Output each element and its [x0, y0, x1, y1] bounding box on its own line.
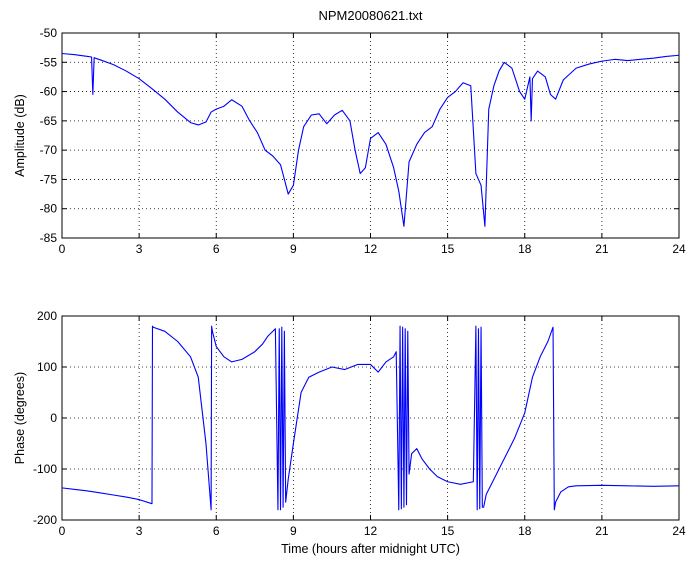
phase-x-tick-label: 0: [59, 524, 66, 538]
amplitude-x-tick-label: 9: [290, 242, 297, 256]
amplitude-y-tick-label: -80: [40, 202, 58, 216]
phase-y-tick-label: 0: [50, 411, 57, 425]
amplitude-y-tick-label: -50: [40, 26, 58, 40]
phase-y-axis-label: Phase (degrees): [13, 372, 27, 464]
phase-y-tick-label: 100: [37, 360, 57, 374]
phase-x-tick-label: 12: [364, 524, 378, 538]
amplitude-y-tick-label: -60: [40, 85, 58, 99]
phase-y-tick-label: -200: [33, 513, 57, 527]
amplitude-x-tick-label: 12: [364, 242, 378, 256]
amplitude-y-tick-label: -70: [40, 143, 58, 157]
phase-x-tick-label: 6: [213, 524, 220, 538]
phase-panel: 0 3 6 9 12 15 18 21 24 -200 -100 0 100 200 Time (hours…: [13, 309, 686, 556]
phase-x-tick-label: 15: [441, 524, 455, 538]
amplitude-x-tick-label: 6: [213, 242, 220, 256]
phase-x-tick-label: 3: [136, 524, 143, 538]
phase-y-tick-label: -100: [33, 462, 57, 476]
phase-y-tick-label: 200: [37, 309, 57, 323]
amplitude-chart-title: NPM20080621.txt: [318, 8, 422, 23]
phase-x-axis-label: Time (hours after midnight UTC): [281, 542, 460, 556]
phase-x-tick-label: 24: [672, 524, 686, 538]
amplitude-y-tick-label: -85: [40, 231, 58, 245]
amplitude-plot-area: [61, 32, 680, 239]
phase-x-tick-label: 9: [290, 524, 297, 538]
phase-x-tick-label: 18: [518, 524, 532, 538]
amplitude-x-tick-label: 24: [672, 242, 686, 256]
amplitude-x-tick-label: 3: [136, 242, 143, 256]
amplitude-y-tick-label: -55: [40, 55, 58, 69]
amplitude-x-tick-label: 0: [59, 242, 66, 256]
phase-series-line: [61, 325, 680, 511]
amplitude-x-tick-label: 18: [518, 242, 532, 256]
amplitude-series-line: [61, 52, 680, 227]
amplitude-x-tick-label: 21: [595, 242, 609, 256]
amplitude-x-tick-label: 15: [441, 242, 455, 256]
amplitude-y-tick-label: -75: [40, 172, 58, 186]
phase-x-tick-label: 21: [595, 524, 609, 538]
amplitude-panel: 0 3 6 9 12 15 18 21 24 -85 -80 -75 -70 -65 -60 -55 -50 NP…: [13, 8, 686, 256]
amplitude-y-tick-label: -65: [40, 114, 58, 128]
amplitude-y-axis-label: Amplitude (dB): [13, 94, 27, 177]
